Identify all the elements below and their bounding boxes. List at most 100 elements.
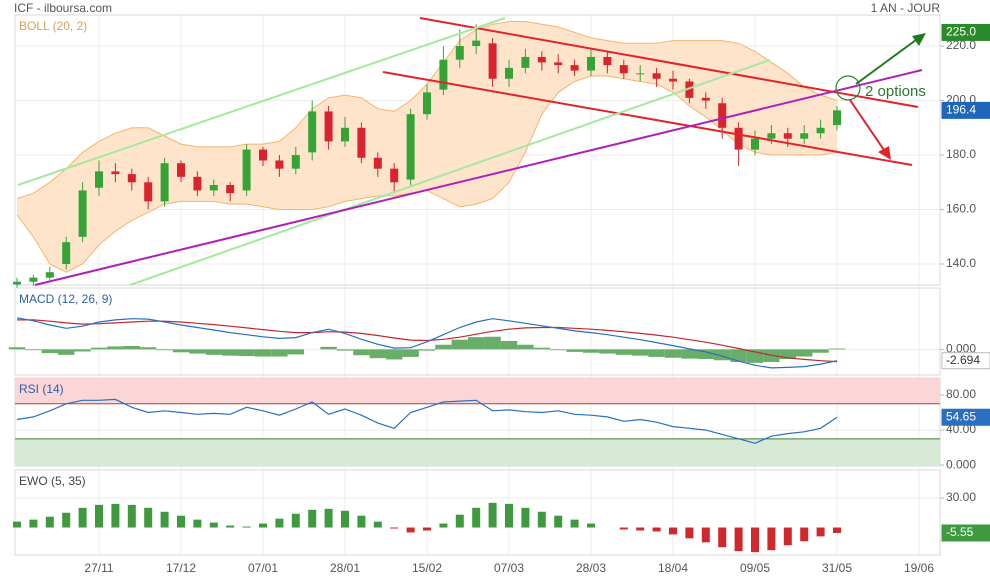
ewo-bar	[29, 519, 38, 528]
histogram-bar	[189, 349, 206, 354]
value-badge	[941, 23, 990, 41]
trend-line	[129, 59, 771, 286]
histogram-bar	[353, 349, 370, 356]
ewo-bar	[373, 521, 382, 528]
candle-body	[537, 56, 546, 63]
ewo-bar	[308, 509, 317, 528]
candle-body	[816, 127, 825, 134]
ewo-bar	[62, 512, 71, 528]
candle-body	[619, 65, 628, 74]
candle-body	[95, 171, 103, 188]
value-badge-label: 196.4	[946, 103, 976, 117]
candle-body	[275, 160, 284, 169]
x-tick-label: 18/04	[658, 561, 688, 575]
x-tick-label: 31/05	[822, 561, 852, 575]
histogram-bar	[74, 349, 91, 352]
histogram-bar	[140, 347, 157, 350]
candle-body	[734, 127, 743, 150]
rsi-line	[16, 398, 838, 444]
candle-body	[127, 174, 136, 183]
ewo-bar	[177, 515, 185, 528]
histogram-bar	[222, 349, 239, 356]
panel-frame	[14, 469, 941, 556]
y-tick-label: 180.0	[946, 147, 976, 161]
histogram-bar	[418, 349, 436, 351]
ewo-bar	[718, 527, 727, 548]
candle-body	[783, 133, 792, 139]
candle-body	[144, 182, 153, 202]
ewo-bar	[423, 527, 431, 531]
ewo-bar	[652, 527, 661, 532]
ewo-bar	[816, 527, 825, 537]
candle-body	[29, 277, 38, 282]
x-tick-label: 15/02	[412, 561, 442, 575]
candle-body	[308, 111, 317, 153]
candle-body	[242, 149, 251, 191]
candle-body	[13, 281, 21, 285]
x-tick-label: 17/12	[166, 561, 196, 575]
ewo-bar	[209, 522, 218, 528]
x-tick-label: 07/01	[248, 561, 278, 575]
ewo-bar	[226, 525, 235, 528]
x-tick-label: 07/03	[494, 561, 524, 575]
candle-body	[390, 168, 399, 183]
histogram-bar	[287, 349, 304, 355]
histogram-bar	[599, 349, 616, 354]
y-tick-label: 140.0	[946, 256, 976, 270]
ewo-bar	[767, 527, 776, 551]
trend-line	[382, 71, 913, 166]
candle-body	[701, 97, 710, 101]
candle-body	[341, 127, 349, 142]
histogram-bar	[156, 349, 173, 351]
candle-body	[111, 171, 120, 175]
ewo-bar	[324, 508, 333, 528]
trend-annotations	[17, 17, 926, 286]
ewo-bar	[619, 527, 628, 530]
candle-body	[78, 190, 87, 237]
value-badge	[941, 524, 990, 542]
trend-line	[419, 17, 919, 108]
histogram-bar	[779, 349, 796, 360]
histogram-bar	[172, 349, 190, 353]
histogram-bar	[435, 344, 452, 350]
histogram-bar	[500, 340, 518, 350]
histogram-bar	[664, 349, 682, 358]
candle-body	[455, 46, 464, 60]
histogram-bar	[205, 349, 222, 355]
histogram-bar	[25, 349, 42, 351]
ewo-bar	[701, 527, 710, 543]
panel-title: MACD (12, 26, 9)	[19, 292, 112, 306]
x-tick-label: 19/06	[904, 561, 934, 575]
candle-body	[488, 43, 497, 79]
ewo-bar	[554, 515, 563, 528]
ewo-bar	[406, 527, 415, 533]
y-tick-label: 220.0	[946, 38, 976, 52]
x-tick-label: 28/03	[576, 561, 606, 575]
candle-body	[833, 110, 841, 126]
candle-body	[652, 73, 661, 79]
histogram-bar	[681, 349, 698, 359]
candle-body	[357, 127, 366, 158]
histogram-bar	[402, 349, 419, 357]
ewo-bar	[783, 527, 792, 546]
ewo-bar	[111, 503, 120, 528]
y-tick-label: 0.000	[946, 457, 976, 471]
ewo-bar	[734, 527, 743, 552]
arrow-head	[878, 146, 891, 160]
ewo-bar	[833, 527, 841, 533]
trend-line	[34, 69, 923, 286]
histogram-bar	[730, 349, 747, 362]
histogram-bar	[41, 349, 58, 354]
ewo-bar	[800, 527, 809, 542]
trend-line	[17, 17, 506, 186]
histogram-bar	[582, 349, 600, 353]
value-badge	[941, 352, 990, 370]
ewo-bar	[636, 527, 645, 531]
value-badge-label: -2.694	[946, 353, 980, 367]
ewo-bar	[390, 527, 399, 529]
panel-title: RSI (14)	[19, 382, 64, 396]
histogram-bar	[107, 346, 124, 350]
histogram-bar	[8, 347, 26, 350]
ewo-bar	[259, 523, 267, 528]
value-badge	[941, 408, 990, 426]
